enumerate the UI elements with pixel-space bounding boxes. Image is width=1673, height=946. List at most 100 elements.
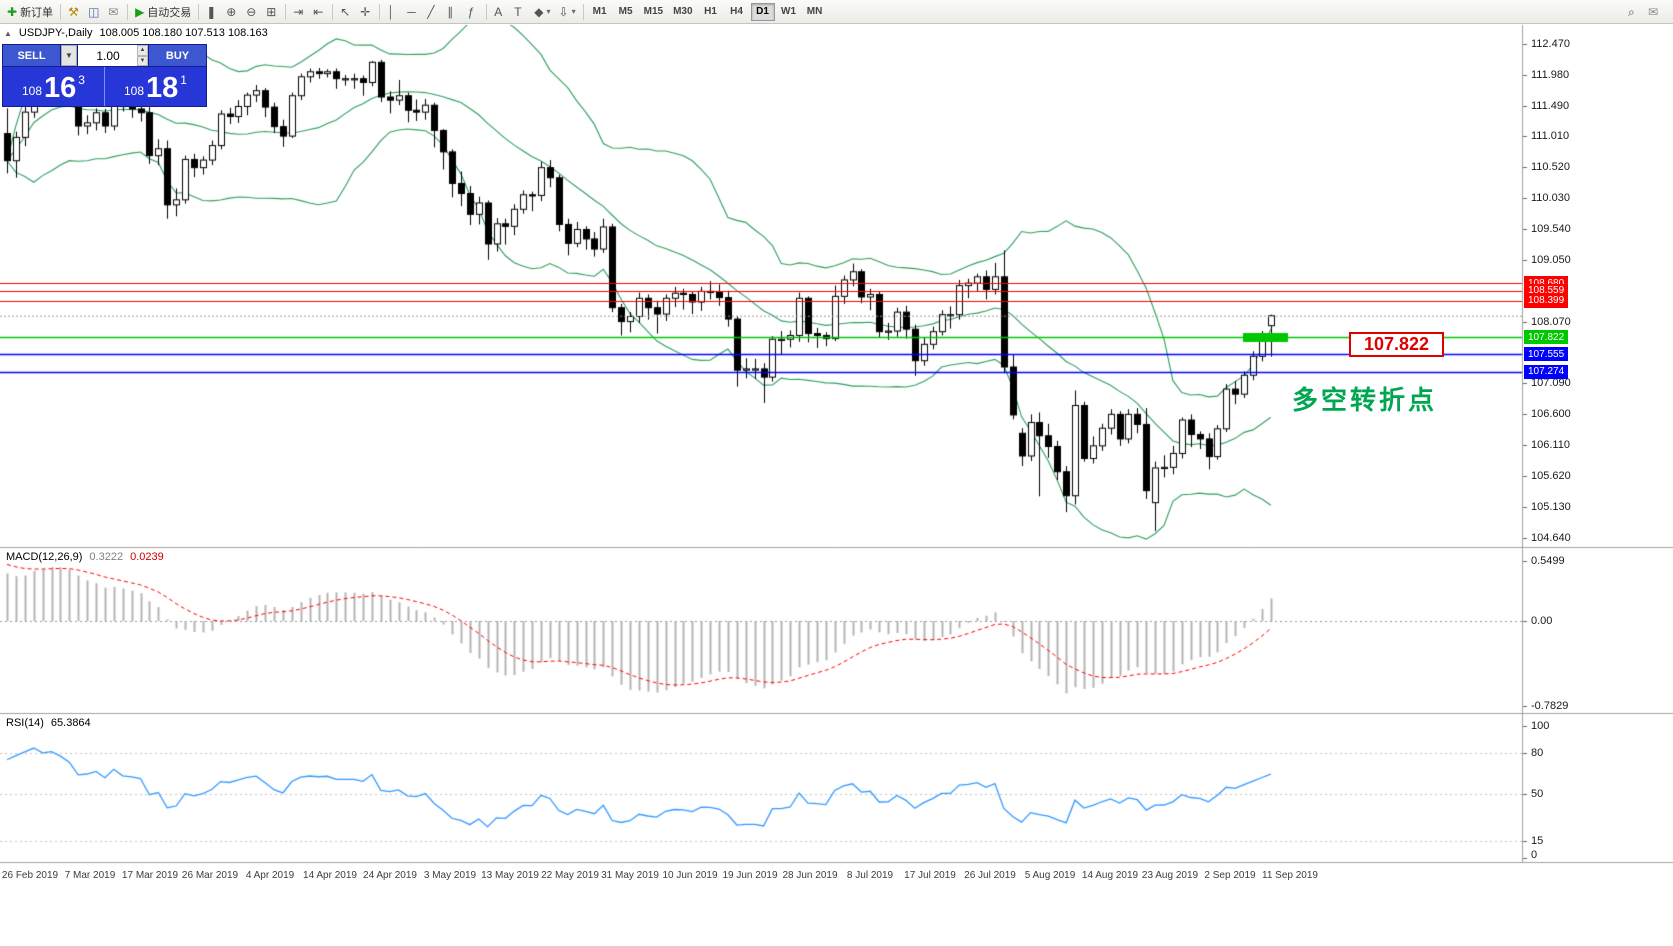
date-label: 19 Jun 2019: [722, 870, 778, 881]
timeframe-w1[interactable]: W1: [781, 6, 797, 17]
price-tick: 111.010: [1531, 130, 1570, 143]
depth-of-market-button[interactable]: ◫: [84, 2, 104, 22]
ohlc-values: 108.005 108.180 107.513 108.163: [99, 27, 268, 39]
toolbar-separator: [486, 3, 488, 20]
timeframe-h1[interactable]: H1: [704, 6, 717, 17]
sell-price-sup: 3: [78, 73, 85, 87]
price-level-label[interactable]: 107.822: [1349, 332, 1444, 357]
timeframe-h4[interactable]: H4: [730, 6, 743, 17]
text-label-button[interactable]: T: [510, 2, 530, 22]
trendline-button[interactable]: ╱: [423, 2, 443, 22]
tile-windows-button[interactable]: ⊞: [262, 2, 282, 22]
alerts-button[interactable]: ✉: [104, 2, 124, 22]
price-tick: 110.030: [1531, 191, 1570, 204]
timeframe-d1[interactable]: D1: [750, 2, 775, 21]
sell-button[interactable]: SELL: [3, 45, 60, 66]
one-click-toggle-icon[interactable]: ▲: [4, 28, 12, 38]
date-label: 14 Aug 2019: [1081, 870, 1139, 881]
crosshair-icon: ✛: [360, 4, 371, 19]
chat-icon: ✉: [1648, 4, 1659, 19]
volume-down-icon[interactable]: ▼: [137, 55, 148, 66]
feedback-button[interactable]: ✉: [1644, 2, 1664, 22]
timeframe-mn[interactable]: MN: [806, 6, 823, 17]
volume-input[interactable]: [78, 45, 148, 66]
price-tick: 104.640: [1531, 531, 1571, 544]
price-line-badge: 107.822: [1524, 330, 1569, 345]
chart-shift-icon: ⇤: [313, 4, 324, 19]
fibo-icon: ƒ: [467, 4, 474, 19]
symbol-period-label: USDJPY-,Daily: [18, 27, 93, 39]
vline-icon: │: [387, 4, 395, 19]
toolbar-separator: [379, 3, 381, 20]
timeframe-m15[interactable]: M15: [643, 6, 664, 17]
zoom-out-button[interactable]: ⊖: [242, 2, 262, 22]
text-button[interactable]: A: [490, 2, 510, 22]
date-label: 4 Apr 2019: [245, 870, 295, 881]
chart-annotation-text[interactable]: 多空转折点: [1292, 385, 1438, 415]
fibonacci-button[interactable]: ƒ: [463, 2, 483, 22]
indicators-button[interactable]: ⚒: [64, 2, 84, 22]
search-icon: ⌕: [1628, 4, 1635, 19]
date-label: 14 Apr 2019: [303, 870, 357, 881]
buy-button[interactable]: BUY: [149, 45, 206, 66]
price-tick: 107.090: [1531, 377, 1571, 390]
toolbar: ✚ 新订单 ⚒ ◫ ✉ ▶ 自动交易 ❚ ⊕ ⊖ ⊞ ⇥ ⇤ ↖ ✛ │ ─ ╱ ∥ ƒ A T ◆ ▾ ⇩ ▾ M1 M5 M15 M3…: [0, 0, 1673, 24]
price-tick: 111.980: [1531, 68, 1570, 81]
timeframe-m30[interactable]: M30: [673, 6, 693, 17]
order-type-dropdown[interactable]: ▼: [61, 45, 77, 66]
new-order-button-label: 新订单: [20, 6, 54, 19]
date-label: 23 Aug 2019: [1141, 870, 1199, 881]
price-tick: 106.600: [1531, 408, 1571, 421]
toolbar-separator: [285, 3, 287, 20]
timeframe-m5[interactable]: M5: [618, 6, 633, 17]
auto-scroll-button[interactable]: ⇥: [289, 2, 309, 22]
date-label: 3 May 2019: [423, 870, 477, 881]
date-label: 22 May 2019: [541, 870, 599, 881]
sell-price[interactable]: 108 16 3: [3, 67, 104, 106]
new-order-button[interactable]: ✚ 新订单: [3, 2, 57, 22]
chart-title: ▲ USDJPY-,Daily 108.005 108.180 107.513 …: [4, 27, 268, 39]
rsi-scale-tick: 80: [1531, 747, 1544, 759]
buy-price-prefix: 108: [124, 84, 145, 98]
cursor-button[interactable]: ↖: [336, 2, 356, 22]
search-button[interactable]: ⌕: [1624, 2, 1644, 22]
date-label: 17 Mar 2019: [121, 870, 179, 881]
date-label: 17 Jul 2019: [904, 870, 956, 881]
chat-icon: ✉: [108, 4, 119, 19]
vertical-line-button[interactable]: │: [383, 2, 403, 22]
arrows-button[interactable]: ⇩ ▾: [555, 2, 580, 22]
auto-scroll-icon: ⇥: [293, 4, 304, 19]
buy-price-sup: 1: [180, 73, 187, 87]
horizontal-line-button[interactable]: ─: [403, 2, 423, 22]
date-label: 26 Mar 2019: [181, 870, 239, 881]
price-tick: 109.540: [1531, 222, 1571, 235]
rsi-scale-tick: 0: [1531, 849, 1538, 861]
chart-shift-button[interactable]: ⇤: [309, 2, 329, 22]
crosshair-button[interactable]: ✛: [356, 2, 376, 22]
macd-scale-tick: -0.7829: [1531, 700, 1569, 713]
volume-up-icon[interactable]: ▲: [137, 45, 148, 56]
zoom-in-button[interactable]: ⊕: [222, 2, 242, 22]
equidistant-channel-button[interactable]: ∥: [443, 2, 463, 22]
rsi-value: 65.3864: [50, 717, 91, 729]
price-tick: 106.110: [1531, 439, 1570, 452]
candle-chart-button[interactable]: ❚: [202, 2, 222, 22]
volume-stepper[interactable]: ▲ ▼: [137, 45, 148, 66]
toolbar-separator: [198, 3, 200, 20]
timeframe-m1[interactable]: M1: [592, 6, 607, 17]
date-label: 5 Aug 2019: [1024, 870, 1076, 881]
autotrading-button-label: 自动交易: [147, 6, 192, 19]
rsi-scale-tick: 50: [1531, 787, 1544, 800]
buy-price[interactable]: 108 18 1: [105, 67, 206, 106]
autotrading-button[interactable]: ▶ 自动交易: [131, 2, 195, 22]
shapes-button[interactable]: ◆ ▾: [530, 2, 554, 22]
date-label: 31 May 2019: [601, 870, 659, 881]
hline-icon: ─: [407, 4, 416, 19]
rsi-header: RSI(14) 65.3864: [6, 717, 91, 729]
new-order-icon: ✚: [7, 4, 18, 19]
macd-scale-tick: 0.5499: [1531, 555, 1565, 568]
price-tick: 110.520: [1531, 161, 1570, 174]
toolbar-right-group: ⌕ ✉: [1624, 2, 1664, 22]
toolbar-separator: [60, 3, 62, 20]
